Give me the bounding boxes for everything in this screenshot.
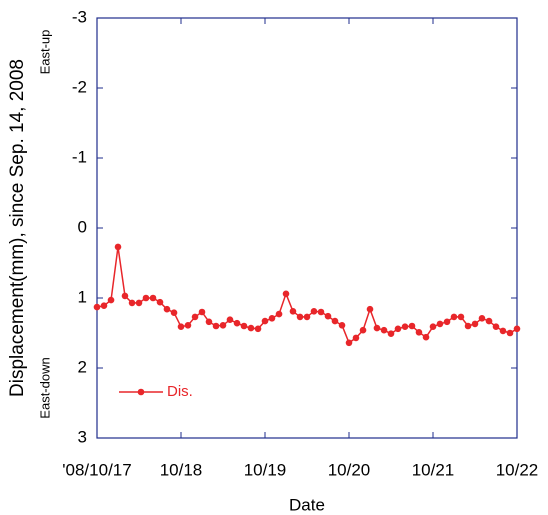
point <box>331 317 339 325</box>
x-tick-label: 10/21 <box>412 460 455 479</box>
y-annotation: East-down <box>37 357 52 418</box>
point <box>338 322 346 329</box>
point <box>219 322 227 329</box>
y-annotation: East-up <box>37 30 52 75</box>
point <box>310 308 318 315</box>
point <box>268 315 276 322</box>
point <box>443 318 451 326</box>
point <box>380 326 388 334</box>
point <box>436 320 444 328</box>
point <box>429 323 437 331</box>
point <box>282 290 290 298</box>
point <box>366 305 374 313</box>
y-tick-label: 1 <box>78 287 87 306</box>
point <box>296 313 304 321</box>
point <box>513 325 521 333</box>
point <box>408 322 416 330</box>
y-tick-label: 3 <box>78 427 87 446</box>
point <box>485 317 493 325</box>
point <box>226 316 234 324</box>
point <box>254 325 262 333</box>
point <box>163 305 171 313</box>
plot-frame <box>96 17 518 439</box>
x-tick-label: '08/10/17 <box>62 460 131 479</box>
point <box>289 308 297 315</box>
point <box>233 319 241 327</box>
point <box>359 326 367 334</box>
point <box>198 308 206 316</box>
point <box>205 318 213 326</box>
point <box>177 323 185 331</box>
point <box>247 324 255 332</box>
point <box>499 327 507 335</box>
point <box>156 298 164 306</box>
point <box>464 322 472 330</box>
point <box>191 313 199 321</box>
point <box>107 296 115 304</box>
x-tick-label: 10/22 <box>496 460 539 479</box>
point <box>457 313 465 321</box>
point <box>121 292 129 300</box>
point <box>135 299 143 307</box>
point <box>506 329 514 337</box>
point <box>401 323 409 331</box>
point <box>317 308 325 316</box>
point <box>149 294 157 302</box>
point <box>324 312 332 320</box>
point <box>471 320 479 328</box>
y-tick-label: 2 <box>78 357 87 376</box>
point <box>387 330 395 338</box>
y-tick-label: -1 <box>72 147 87 166</box>
legend-marker <box>137 388 145 396</box>
series-line <box>96 246 518 344</box>
point <box>261 317 269 325</box>
point <box>128 299 136 307</box>
point <box>142 294 150 302</box>
x-tick-label: 10/20 <box>328 460 371 479</box>
y-axis-label: Displacement(mm), since Sep. 14, 2008 <box>7 59 28 397</box>
point <box>394 325 402 333</box>
x-tick-label: 10/18 <box>160 460 203 479</box>
point <box>100 302 108 310</box>
point <box>422 333 430 341</box>
point <box>114 243 122 251</box>
point <box>303 313 311 321</box>
legend-label: Dis. <box>167 383 193 400</box>
point <box>352 334 360 342</box>
point <box>345 339 353 347</box>
point <box>373 324 381 332</box>
point <box>275 310 283 318</box>
point <box>415 329 423 336</box>
point <box>170 309 178 317</box>
point <box>492 323 500 331</box>
point <box>212 322 220 330</box>
point <box>184 322 192 329</box>
x-tick-label: 10/19 <box>244 460 287 479</box>
y-tick-label: -2 <box>72 77 87 96</box>
point <box>93 303 101 311</box>
point <box>240 322 248 330</box>
point <box>478 315 486 322</box>
x-axis-label: Date <box>289 495 325 514</box>
y-tick-label: -3 <box>72 7 87 26</box>
y-tick-label: 0 <box>78 217 87 236</box>
point <box>450 313 458 321</box>
